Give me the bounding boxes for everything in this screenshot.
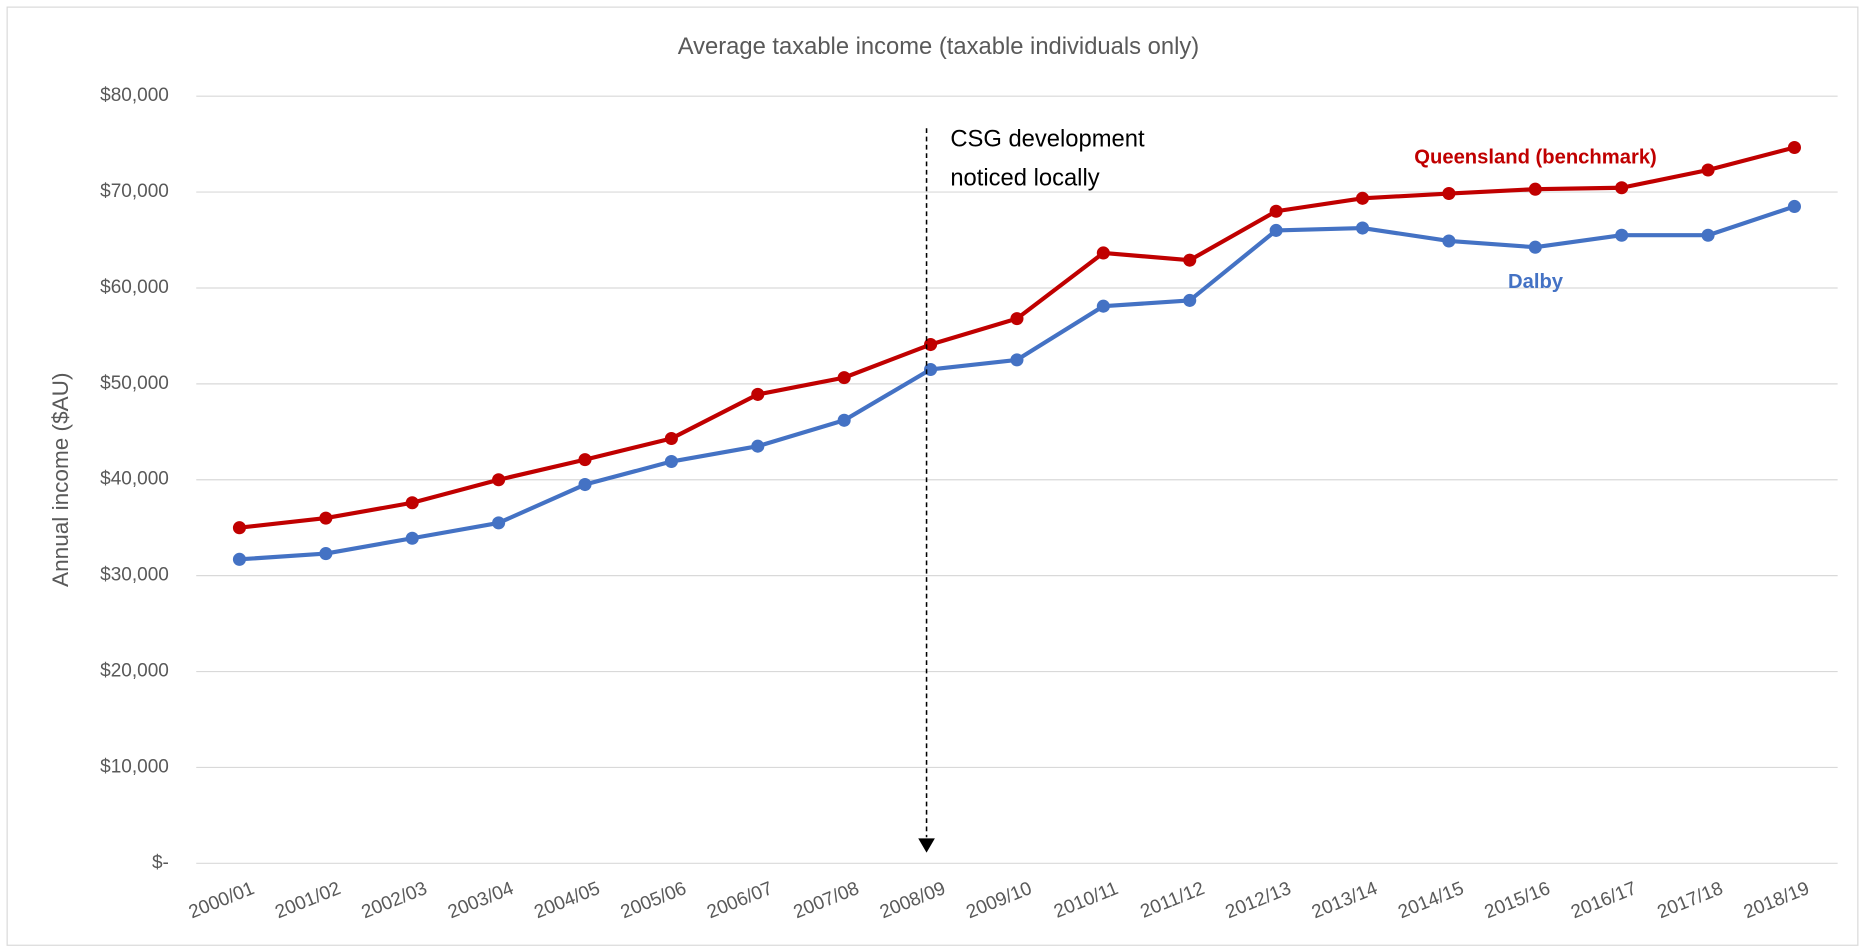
point	[1269, 204, 1283, 218]
point	[837, 413, 851, 427]
point	[1528, 240, 1542, 254]
y-axis-title: Annual income ($AU)	[48, 373, 73, 587]
point	[1010, 353, 1024, 367]
point	[1615, 181, 1629, 195]
point	[837, 371, 851, 385]
point	[1787, 199, 1801, 213]
point	[1183, 293, 1197, 307]
point	[578, 478, 592, 492]
point	[664, 454, 678, 469]
point	[1528, 182, 1542, 196]
point	[1787, 140, 1801, 155]
point	[751, 439, 765, 453]
y-tick-label: $40,000	[100, 469, 169, 490]
point	[232, 521, 246, 535]
y-tick-label: $-	[152, 852, 169, 873]
point	[664, 431, 678, 446]
y-tick-label: $70,000	[100, 181, 169, 202]
point	[1442, 186, 1456, 201]
y-tick-label: $60,000	[100, 277, 169, 298]
point	[232, 552, 246, 566]
point	[1355, 221, 1370, 235]
point	[1701, 163, 1715, 177]
point	[319, 511, 333, 525]
chart-border	[6, 6, 1859, 946]
point	[1442, 234, 1456, 248]
point	[1355, 191, 1370, 205]
y-tick-label: $10,000	[100, 756, 169, 777]
y-tick-label: $80,000	[100, 85, 169, 106]
chart-title: Average taxable income (taxable individu…	[678, 33, 1199, 60]
point	[751, 387, 765, 401]
annotation-text: CSG development	[950, 125, 1145, 152]
point	[492, 516, 506, 530]
series-label: Queensland (benchmark)	[1414, 146, 1657, 168]
annotation: CSG development noticed locally	[918, 125, 1145, 853]
point	[492, 473, 506, 487]
y-tick-label: $20,000	[100, 661, 169, 682]
point	[1096, 299, 1110, 313]
point	[405, 531, 419, 545]
annotation-arrow-head	[918, 838, 935, 853]
series-label: Dalby	[1508, 271, 1564, 293]
point	[319, 547, 333, 561]
annotation-text: noticed locally	[950, 165, 1099, 192]
point	[1269, 223, 1283, 237]
point	[1010, 312, 1024, 326]
point	[1183, 253, 1197, 267]
point	[1701, 228, 1715, 242]
point	[1096, 246, 1110, 260]
grid	[196, 95, 1838, 864]
point	[578, 453, 592, 467]
point	[1615, 228, 1629, 242]
y-tick-label: $30,000	[100, 565, 169, 586]
y-tick-label: $50,000	[100, 373, 169, 394]
point	[405, 496, 419, 510]
